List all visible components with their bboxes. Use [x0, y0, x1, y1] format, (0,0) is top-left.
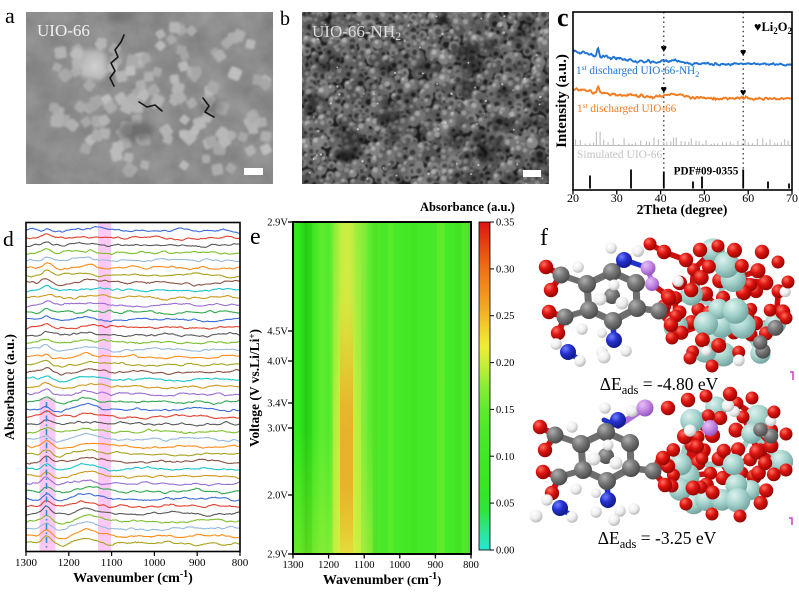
- svg-text:♥: ♥: [740, 47, 747, 59]
- svg-text:UIO-66: UIO-66: [37, 21, 90, 40]
- svg-text:1100: 1100: [101, 557, 123, 569]
- svg-text:900: 900: [428, 560, 444, 571]
- svg-text:0.05: 0.05: [496, 499, 514, 510]
- svg-text:1200: 1200: [58, 557, 81, 569]
- svg-text:1300: 1300: [15, 557, 38, 569]
- svg-text:30: 30: [611, 191, 623, 205]
- svg-text:Wavenumber (cm-1): Wavenumber (cm-1): [73, 569, 193, 586]
- svg-text:Intensity (a.u.): Intensity (a.u.): [554, 54, 570, 148]
- svg-text:0.20: 0.20: [496, 358, 514, 369]
- svg-text:2.0V: 2.0V: [267, 491, 288, 502]
- svg-text:Absorbance (a.u.): Absorbance (a.u.): [3, 334, 18, 441]
- svg-text:4.0V: 4.0V: [267, 357, 288, 368]
- svg-text:20: 20: [567, 191, 579, 205]
- svg-text:2.9V: 2.9V: [267, 550, 288, 561]
- svg-text:0.00: 0.00: [496, 546, 514, 557]
- svg-text:Voltage (V vs.Li/Li+): Voltage (V vs.Li/Li+): [247, 329, 262, 447]
- svg-text:PDF#09-0355: PDF#09-0355: [674, 166, 739, 178]
- svg-text:f: f: [540, 225, 548, 251]
- svg-text:1200: 1200: [318, 560, 339, 571]
- svg-text:70: 70: [786, 191, 798, 205]
- svg-text:UIO-66-NH2: UIO-66-NH2: [312, 22, 401, 43]
- svg-text:4.5V: 4.5V: [267, 327, 288, 338]
- svg-text:Simulated UIO-66: Simulated UIO-66: [577, 149, 663, 161]
- svg-text:0.25: 0.25: [496, 311, 514, 322]
- svg-text:2.9V: 2.9V: [267, 218, 288, 229]
- svg-text:♥: ♥: [661, 84, 668, 96]
- svg-text:1000: 1000: [143, 557, 166, 569]
- svg-text:♥: ♥: [740, 87, 747, 99]
- svg-text:900: 900: [189, 557, 206, 569]
- svg-text:1300: 1300: [283, 560, 304, 571]
- svg-text:1st discharged UIO-66-NH2: 1st discharged UIO-66-NH2: [576, 63, 699, 79]
- svg-text:ΔEads = -3.25 eV: ΔEads = -3.25 eV: [598, 528, 717, 551]
- svg-text:1000: 1000: [389, 560, 410, 571]
- svg-text:800: 800: [232, 557, 249, 569]
- svg-text:0.30: 0.30: [496, 264, 514, 275]
- svg-text:d: d: [3, 227, 14, 251]
- svg-text:♥Li2O2: ♥Li2O2: [754, 20, 792, 36]
- svg-text:0.15: 0.15: [496, 405, 514, 416]
- svg-text:Wavenumber (cm-1): Wavenumber (cm-1): [323, 571, 441, 588]
- svg-text:1st discharged UIO-66: 1st discharged UIO-66: [577, 101, 677, 115]
- svg-text:Absorbance (a.u.): Absorbance (a.u.): [420, 200, 515, 214]
- svg-text:c: c: [557, 3, 569, 32]
- svg-text:60: 60: [742, 191, 754, 205]
- svg-text:0.35: 0.35: [496, 218, 514, 229]
- svg-text:2Theta (degree): 2Theta (degree): [637, 202, 728, 217]
- svg-text:a: a: [5, 3, 15, 28]
- svg-text:b: b: [280, 8, 290, 30]
- svg-text:♥: ♥: [661, 43, 668, 55]
- svg-text:3.4V: 3.4V: [267, 399, 288, 410]
- svg-text:e: e: [250, 224, 261, 250]
- svg-text:800: 800: [463, 560, 479, 571]
- svg-text:0.10: 0.10: [496, 452, 514, 463]
- svg-text:3.0V: 3.0V: [267, 424, 288, 435]
- svg-text:1100: 1100: [354, 560, 375, 571]
